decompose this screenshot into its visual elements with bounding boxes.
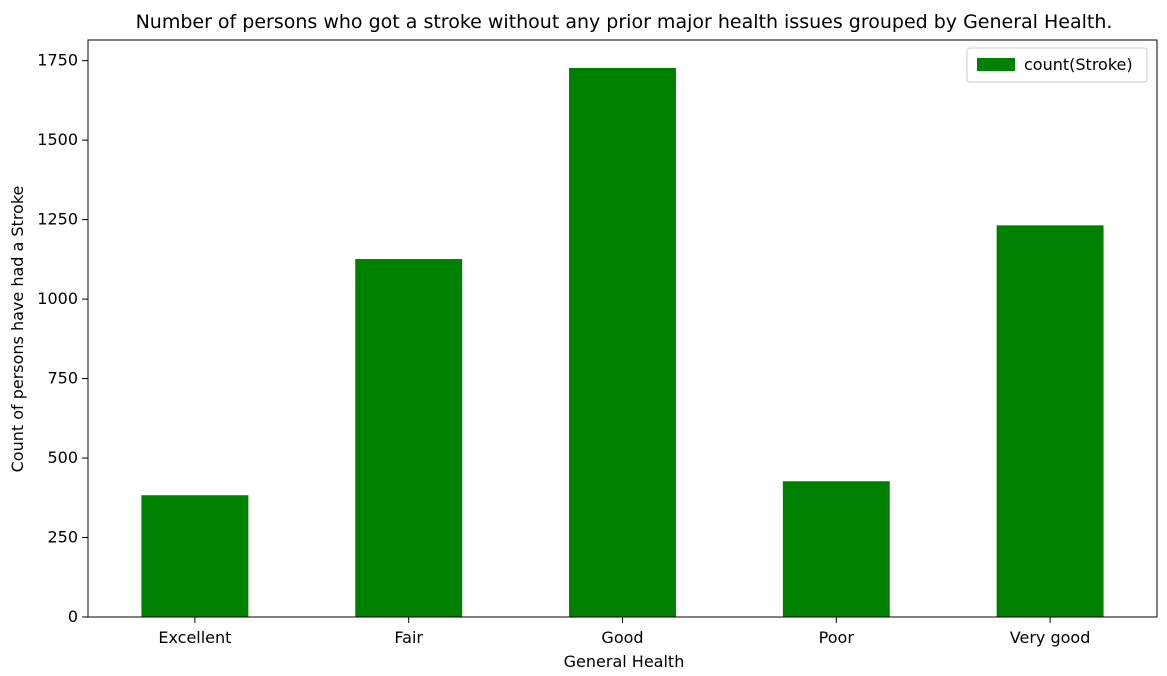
x-tick-label-poor: Poor (819, 628, 855, 647)
y-tick-label-500: 500 (47, 448, 78, 467)
x-tick-label-very-good: Very good (1010, 628, 1091, 647)
y-tick-label-1500: 1500 (37, 130, 78, 149)
y-tick-label-750: 750 (47, 369, 78, 388)
bars-layer (141, 67, 1104, 617)
x-tick-label-good: Good (601, 628, 643, 647)
bar-good (569, 67, 676, 617)
y-tick-label-1250: 1250 (37, 210, 78, 229)
y-tick-label-1750: 1750 (37, 51, 78, 70)
bar-poor (782, 481, 890, 617)
y-tick-label-1000: 1000 (37, 289, 78, 308)
chart-title: Number of persons who got a stroke witho… (136, 11, 1113, 33)
legend: count(Stroke) (966, 47, 1148, 83)
y-axis-label: Count of persons have had a Stroke (8, 186, 27, 473)
y-axis: 0 250 500 750 1000 1250 1500 1750 (37, 51, 88, 626)
y-tick-label-250: 250 (47, 528, 78, 547)
x-tick-label-excellent: Excellent (158, 628, 231, 647)
plot-frame (87, 39, 1158, 618)
bar-very-good (996, 225, 1104, 617)
bar-excellent (141, 495, 249, 617)
x-tick-label-fair: Fair (394, 628, 423, 647)
bar-fair (355, 259, 463, 617)
y-tick-label-0: 0 (68, 607, 78, 626)
x-axis: Excellent Fair Good Poor Very good (158, 617, 1090, 647)
legend-box (966, 47, 1148, 83)
x-axis-label: General Health (564, 652, 685, 671)
legend-swatch-count-stroke (977, 58, 1015, 71)
legend-label-count-stroke: count(Stroke) (1024, 55, 1133, 74)
